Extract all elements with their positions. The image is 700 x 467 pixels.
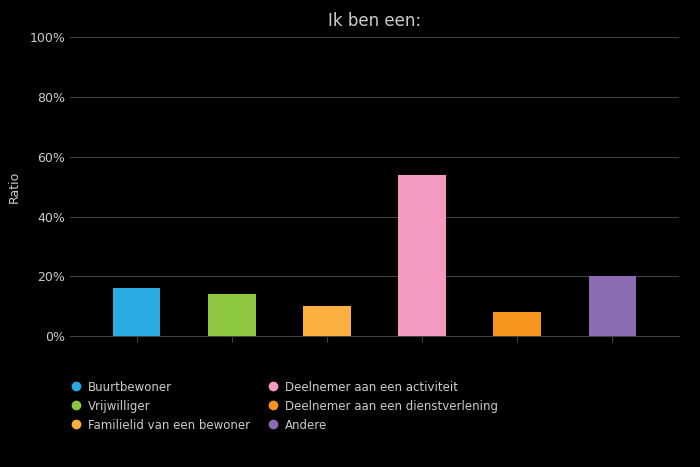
- Bar: [208, 294, 255, 336]
- Bar: [113, 289, 160, 336]
- Bar: [494, 312, 541, 336]
- Bar: [398, 175, 446, 336]
- Bar: [303, 306, 351, 336]
- Y-axis label: Ratio: Ratio: [8, 170, 21, 203]
- Title: Ik ben een:: Ik ben een:: [328, 12, 421, 30]
- Legend: Buurtbewoner, Vrijwilliger, Familielid van een bewoner, Deelnemer aan een activi: Buurtbewoner, Vrijwilliger, Familielid v…: [70, 381, 498, 432]
- Bar: [589, 276, 636, 336]
